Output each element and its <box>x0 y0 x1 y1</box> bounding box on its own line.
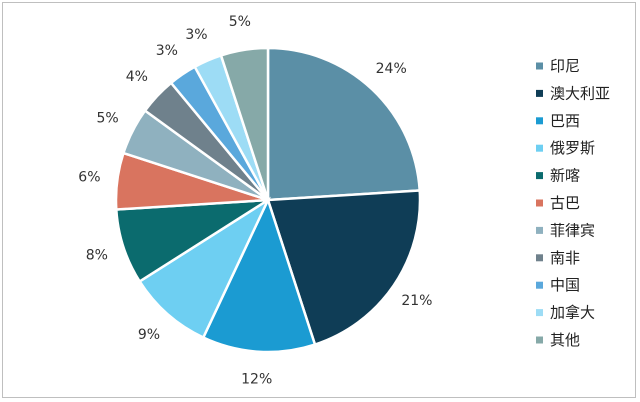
slice-label-8: 4% <box>126 69 148 85</box>
legend-swatch-4 <box>536 144 543 152</box>
legend-label-9: 中国 <box>550 276 580 294</box>
pie-slice-11 <box>219 46 270 201</box>
pie-slice-3 <box>201 196 317 354</box>
legend-label-4: 俄罗斯 <box>550 139 595 157</box>
slice-label-5: 8% <box>86 248 108 264</box>
legend-label-11: 其他 <box>550 331 580 349</box>
legend-label-6: 古巴 <box>550 194 580 212</box>
legend-label-7: 菲律宾 <box>550 221 595 239</box>
legend-label-10: 加拿大 <box>550 304 595 322</box>
slice-label-11: 5% <box>229 14 251 30</box>
pie-slice-2 <box>266 189 422 347</box>
legend-label-2: 澳大利亚 <box>550 84 610 102</box>
legend-swatch-5 <box>536 172 543 180</box>
pie-slice-1 <box>266 46 422 202</box>
slice-label-1: 24% <box>376 61 407 77</box>
slice-label-10: 3% <box>185 27 207 43</box>
legend-label-3: 巴西 <box>550 112 580 130</box>
legend-swatch-3 <box>536 117 543 125</box>
pie-slice-4 <box>137 196 271 340</box>
legend-swatch-6 <box>536 199 543 207</box>
legend-swatch-1 <box>536 62 543 70</box>
pie-chart: 24% 21% 12% 9% 8% 6% 5% 4% 3% 3% 5% 印尼澳大利亚巴西俄罗斯新喀古… <box>78 14 610 387</box>
slice-label-2: 21% <box>401 293 432 309</box>
legend-label-5: 新喀 <box>550 167 580 185</box>
chart-frame: 24% 21% 12% 9% 8% 6% 5% 4% 3% 3% 5% 印尼澳大利亚巴西俄罗斯新喀古… <box>2 2 636 398</box>
slice-label-6: 6% <box>78 169 100 185</box>
slice-label-9: 3% <box>156 43 178 59</box>
legend-swatch-2 <box>536 89 543 97</box>
pie-slices <box>114 46 422 354</box>
slice-label-4: 9% <box>138 327 160 343</box>
legend-swatch-8 <box>536 254 543 262</box>
pie-labels: 24% 21% 12% 9% 8% 6% 5% 4% 3% 3% 5% <box>78 14 432 387</box>
legend-swatch-11 <box>536 336 543 344</box>
legend-swatch-9 <box>536 281 543 289</box>
legend-label-1: 印尼 <box>550 57 580 75</box>
legend-label-8: 南非 <box>550 249 580 267</box>
legend-swatch-7 <box>536 226 543 234</box>
slice-label-7: 5% <box>96 110 118 126</box>
slice-label-3: 12% <box>241 372 272 388</box>
legend-swatch-10 <box>536 309 543 317</box>
